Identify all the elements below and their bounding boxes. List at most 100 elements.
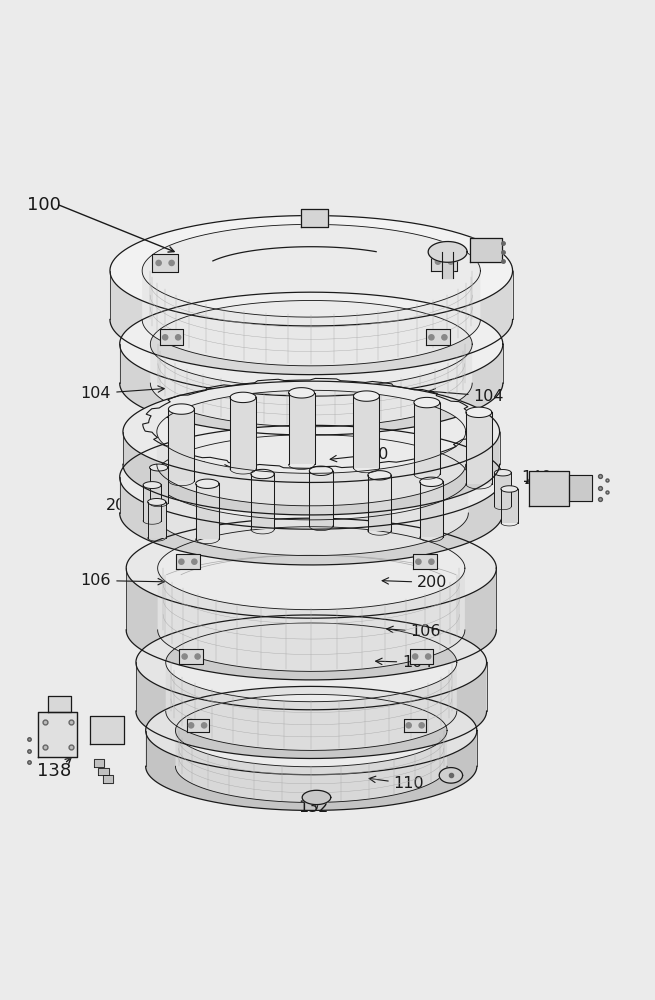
Polygon shape xyxy=(145,686,477,775)
Polygon shape xyxy=(420,477,443,486)
Circle shape xyxy=(429,335,434,340)
Circle shape xyxy=(442,335,447,340)
Polygon shape xyxy=(309,466,333,475)
Polygon shape xyxy=(367,475,391,531)
Polygon shape xyxy=(495,473,512,506)
Circle shape xyxy=(182,654,187,659)
Polygon shape xyxy=(103,775,113,783)
Circle shape xyxy=(176,335,181,340)
Polygon shape xyxy=(136,662,487,758)
Polygon shape xyxy=(39,712,77,757)
Circle shape xyxy=(426,654,431,659)
Circle shape xyxy=(436,259,441,264)
Polygon shape xyxy=(466,412,492,484)
Circle shape xyxy=(416,559,421,564)
Polygon shape xyxy=(404,719,426,732)
Polygon shape xyxy=(136,615,487,710)
Polygon shape xyxy=(470,238,502,262)
Text: 132: 132 xyxy=(298,800,329,815)
Text: 200: 200 xyxy=(411,528,474,543)
Polygon shape xyxy=(196,479,219,488)
Polygon shape xyxy=(230,392,256,403)
Polygon shape xyxy=(158,568,465,671)
Polygon shape xyxy=(420,482,443,537)
Polygon shape xyxy=(147,502,166,538)
Polygon shape xyxy=(123,381,500,482)
Circle shape xyxy=(179,559,184,564)
Circle shape xyxy=(195,654,200,659)
Polygon shape xyxy=(126,568,496,680)
Polygon shape xyxy=(426,329,449,345)
Polygon shape xyxy=(529,471,569,506)
Polygon shape xyxy=(413,554,438,569)
Circle shape xyxy=(189,723,194,728)
Polygon shape xyxy=(151,344,472,427)
Polygon shape xyxy=(90,716,124,744)
Text: 106: 106 xyxy=(386,624,441,639)
Polygon shape xyxy=(230,397,256,469)
Circle shape xyxy=(413,654,418,659)
Polygon shape xyxy=(289,388,314,398)
Polygon shape xyxy=(149,468,168,503)
Polygon shape xyxy=(120,292,503,396)
Circle shape xyxy=(429,559,434,564)
Polygon shape xyxy=(442,252,453,278)
Text: 134: 134 xyxy=(177,461,231,476)
Polygon shape xyxy=(120,425,503,529)
Polygon shape xyxy=(142,271,480,366)
Polygon shape xyxy=(466,407,492,418)
Text: 104: 104 xyxy=(81,386,164,401)
Polygon shape xyxy=(495,470,512,476)
Polygon shape xyxy=(289,393,314,464)
Circle shape xyxy=(448,259,453,264)
Polygon shape xyxy=(187,719,209,732)
Polygon shape xyxy=(98,768,109,775)
Polygon shape xyxy=(166,662,457,750)
Circle shape xyxy=(202,723,207,728)
Polygon shape xyxy=(410,649,434,664)
Text: 140: 140 xyxy=(521,470,552,485)
Polygon shape xyxy=(120,344,503,435)
Polygon shape xyxy=(160,329,183,345)
Polygon shape xyxy=(110,271,513,375)
Polygon shape xyxy=(147,498,166,505)
Polygon shape xyxy=(120,477,503,565)
Polygon shape xyxy=(428,242,467,262)
Text: 200: 200 xyxy=(330,447,389,462)
Polygon shape xyxy=(302,790,331,805)
Polygon shape xyxy=(440,768,462,783)
Polygon shape xyxy=(154,477,468,556)
Polygon shape xyxy=(149,464,168,471)
Polygon shape xyxy=(176,731,447,802)
Polygon shape xyxy=(110,216,513,326)
Circle shape xyxy=(156,260,161,266)
Polygon shape xyxy=(414,397,440,408)
Circle shape xyxy=(419,723,424,728)
Polygon shape xyxy=(309,471,333,526)
Text: 200: 200 xyxy=(382,575,447,590)
Polygon shape xyxy=(354,396,379,468)
Polygon shape xyxy=(157,432,466,506)
Polygon shape xyxy=(143,482,161,489)
Text: 104: 104 xyxy=(429,389,504,404)
Polygon shape xyxy=(176,554,200,569)
Text: 110: 110 xyxy=(369,776,424,791)
Text: 100: 100 xyxy=(28,196,62,214)
Text: 138: 138 xyxy=(37,762,71,780)
Text: 104: 104 xyxy=(376,655,433,670)
Text: 106: 106 xyxy=(81,573,164,588)
Polygon shape xyxy=(354,391,379,401)
Polygon shape xyxy=(251,474,274,529)
Polygon shape xyxy=(367,471,391,480)
Circle shape xyxy=(406,723,411,728)
Circle shape xyxy=(169,260,174,266)
Polygon shape xyxy=(126,518,496,618)
Polygon shape xyxy=(123,432,500,515)
Polygon shape xyxy=(168,409,195,481)
Polygon shape xyxy=(569,475,593,501)
Polygon shape xyxy=(168,404,195,414)
Polygon shape xyxy=(251,469,274,479)
Polygon shape xyxy=(414,403,440,474)
Polygon shape xyxy=(301,209,328,227)
Polygon shape xyxy=(501,489,518,523)
